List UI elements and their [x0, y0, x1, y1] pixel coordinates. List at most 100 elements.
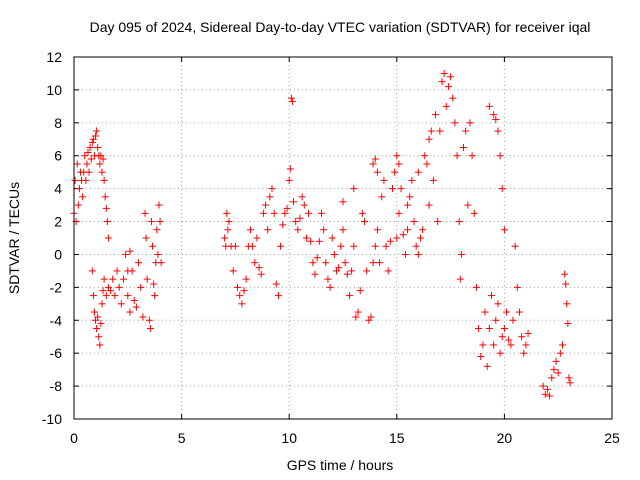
data-point	[102, 292, 110, 300]
data-point	[287, 94, 295, 102]
data-point	[563, 300, 571, 308]
data-point	[99, 287, 107, 295]
data-point	[423, 160, 431, 168]
data-point	[515, 308, 523, 316]
data-point	[96, 341, 104, 349]
data-point	[255, 264, 263, 272]
data-point	[498, 333, 506, 341]
data-point	[94, 313, 102, 321]
data-point	[440, 69, 448, 77]
data-point	[272, 280, 280, 288]
y-tick-label: -6	[50, 345, 63, 361]
data-point	[395, 209, 403, 217]
data-point	[380, 176, 388, 184]
data-point	[414, 168, 422, 176]
data-point	[154, 250, 162, 258]
data-point	[464, 201, 472, 209]
data-point	[141, 209, 149, 217]
data-point	[541, 390, 549, 398]
data-point	[477, 352, 485, 360]
data-point	[436, 127, 444, 135]
y-tick-label: -10	[42, 411, 62, 427]
data-point	[348, 267, 356, 275]
data-point	[81, 152, 89, 160]
data-point	[511, 242, 519, 250]
y-tick-label: 2	[54, 214, 62, 230]
data-point	[281, 209, 289, 217]
data-point	[481, 308, 489, 316]
data-point	[552, 357, 560, 365]
data-point	[509, 316, 517, 324]
data-point	[500, 325, 508, 332]
data-point	[324, 275, 332, 283]
data-point	[95, 333, 103, 341]
data-point	[376, 259, 384, 267]
data-point	[259, 209, 267, 217]
data-point	[539, 382, 547, 390]
data-point	[132, 303, 140, 311]
data-point	[89, 292, 97, 300]
data-point	[559, 341, 567, 349]
data-point	[313, 254, 321, 262]
data-point	[92, 132, 100, 140]
data-point	[82, 176, 90, 184]
data-point	[86, 144, 94, 151]
data-point	[395, 160, 403, 168]
data-point	[234, 283, 242, 291]
data-point	[520, 349, 528, 357]
data-point	[393, 234, 401, 242]
data-point	[442, 102, 450, 110]
data-point	[548, 374, 556, 382]
data-point	[371, 155, 379, 163]
data-point	[546, 392, 554, 400]
data-point	[416, 234, 424, 242]
x-tick-label: 25	[604, 430, 620, 446]
data-point	[479, 341, 487, 349]
data-point	[93, 127, 101, 135]
data-point	[294, 226, 302, 234]
y-tick-label: 4	[54, 181, 62, 197]
data-point	[73, 160, 81, 168]
chart-title: Day 095 of 2024, Sidereal Day-to-day VTE…	[90, 19, 591, 35]
data-point	[485, 102, 493, 110]
data-point	[119, 275, 127, 283]
data-point	[145, 316, 153, 324]
data-point	[311, 270, 319, 278]
data-point	[456, 275, 464, 283]
data-point	[358, 209, 366, 217]
y-tick-label: 10	[46, 82, 62, 98]
data-point	[556, 349, 564, 357]
data-point	[565, 374, 573, 382]
data-point	[350, 242, 358, 250]
data-point	[240, 287, 248, 295]
data-point	[503, 308, 511, 316]
data-point	[369, 259, 377, 267]
data-point	[475, 325, 483, 332]
data-point	[100, 176, 108, 184]
data-point	[292, 218, 300, 226]
data-point	[447, 73, 455, 81]
data-point	[356, 287, 364, 295]
data-point	[492, 116, 500, 124]
data-point	[99, 155, 107, 163]
data-point	[492, 316, 500, 324]
data-point	[288, 97, 296, 105]
data-point	[496, 349, 504, 357]
data-point	[399, 231, 407, 239]
data-point	[279, 221, 287, 229]
data-point	[507, 341, 515, 349]
data-point	[562, 280, 570, 288]
data-point	[460, 144, 468, 151]
data-point	[485, 325, 493, 332]
data-point	[71, 176, 79, 184]
data-point	[472, 283, 480, 291]
data-point	[104, 234, 112, 242]
data-point	[149, 242, 157, 250]
data-point	[223, 209, 231, 217]
data-point	[361, 218, 369, 226]
data-point	[137, 283, 145, 291]
data-point	[406, 193, 414, 201]
data-point	[401, 250, 409, 258]
data-points	[70, 69, 574, 400]
